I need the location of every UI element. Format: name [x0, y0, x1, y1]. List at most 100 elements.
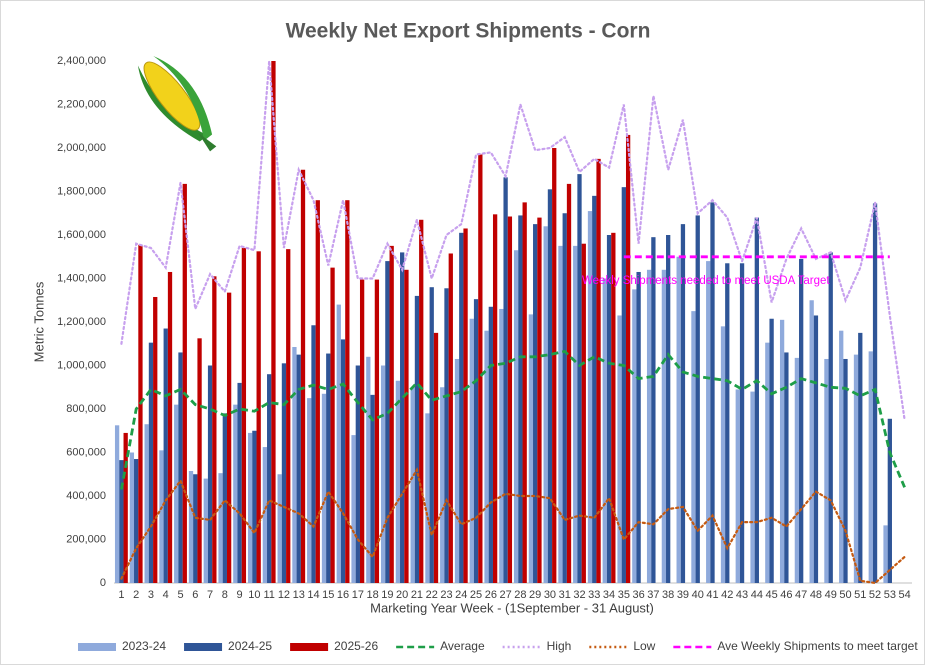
bar	[592, 195, 597, 583]
bar	[577, 174, 582, 583]
bar	[661, 269, 667, 583]
y-tick-label: 600,000	[66, 446, 106, 458]
bar	[380, 365, 386, 583]
bar	[558, 245, 563, 583]
bar	[646, 269, 652, 583]
bar	[868, 351, 873, 583]
x-tick-label: 17	[352, 589, 364, 601]
line-series	[120, 349, 906, 490]
bar	[178, 352, 183, 583]
bar	[444, 288, 449, 583]
x-tick-label: 31	[559, 589, 571, 601]
x-tick-label: 53	[884, 589, 896, 601]
bar	[153, 296, 158, 583]
x-tick-label: 3	[148, 589, 154, 601]
bar	[226, 292, 232, 583]
bar	[271, 61, 276, 583]
legend-label: 2024-25	[228, 639, 272, 653]
bar	[543, 226, 548, 584]
bar	[824, 358, 829, 583]
bar	[513, 250, 519, 583]
x-tick-label: 19	[381, 589, 393, 601]
bar	[425, 413, 430, 583]
x-tick-label: 21	[411, 589, 423, 601]
x-tick-label: 28	[514, 589, 526, 601]
y-tick-label: 800,000	[66, 403, 106, 415]
bar	[621, 187, 626, 583]
bar	[478, 154, 483, 583]
bar	[233, 404, 238, 583]
y-tick-label: 2,400,000	[57, 55, 106, 67]
bar	[454, 358, 460, 583]
x-tick-label: 47	[795, 589, 807, 601]
x-tick-label: 49	[825, 589, 837, 601]
bar	[799, 258, 804, 583]
bar	[174, 404, 179, 583]
bar	[853, 354, 859, 583]
x-tick-label: 33	[588, 589, 600, 601]
bar	[573, 245, 578, 583]
bar	[843, 358, 848, 583]
bar	[212, 276, 217, 583]
x-tick-label: 8	[222, 589, 228, 601]
y-tick-label: 0	[100, 577, 106, 589]
corn-icon	[137, 56, 217, 152]
bar	[203, 478, 208, 583]
bar	[197, 338, 202, 583]
bar	[256, 251, 261, 583]
bar	[159, 450, 164, 583]
x-tick-label: 46	[780, 589, 792, 601]
x-tick-label: 10	[248, 589, 260, 601]
bar	[735, 389, 740, 583]
bar	[739, 263, 745, 583]
bar	[262, 447, 268, 583]
x-tick-label: 2	[133, 589, 139, 601]
bar	[625, 134, 631, 583]
x-tick-label: 7	[207, 589, 213, 601]
bar	[883, 525, 888, 583]
x-tick-label: 36	[632, 589, 644, 601]
bar	[163, 328, 168, 583]
bar	[473, 299, 479, 583]
bar	[370, 394, 375, 583]
x-tick-label: 42	[721, 589, 733, 601]
bar	[710, 202, 715, 583]
bar	[754, 217, 759, 583]
chart-title: Weekly Net Export Shipments - Corn	[286, 20, 651, 43]
bar	[666, 235, 671, 583]
y-tick-label: 1,800,000	[57, 185, 106, 197]
bar	[182, 183, 187, 583]
y-tick-label: 400,000	[66, 490, 106, 502]
x-tick-label: 13	[293, 589, 305, 601]
bar	[286, 249, 291, 583]
x-tick-label: 12	[278, 589, 290, 601]
bar	[779, 319, 785, 583]
bar	[484, 330, 489, 583]
bar	[385, 261, 390, 583]
x-tick-label: 15	[322, 589, 334, 601]
bar	[765, 342, 770, 583]
bar	[300, 169, 306, 583]
bar	[617, 315, 622, 583]
legend-label: 2025-26	[334, 639, 378, 653]
x-tick-label: 9	[237, 589, 243, 601]
bar	[651, 237, 656, 584]
y-tick-label: 1,600,000	[57, 229, 106, 241]
bar	[611, 232, 616, 583]
bar	[321, 393, 327, 583]
y-axis-title: Metric Tonnes	[31, 281, 46, 362]
bar	[307, 398, 312, 583]
x-tick-label: 5	[177, 589, 183, 601]
x-tick-label: 14	[307, 589, 319, 601]
bar	[144, 424, 149, 583]
x-tick-label: 50	[839, 589, 851, 601]
bar	[636, 271, 641, 583]
legend-label: 2023-24	[122, 639, 166, 653]
legend-label: Low	[633, 639, 655, 653]
bar	[241, 248, 247, 584]
x-tick-label: 6	[192, 589, 198, 601]
bar	[562, 213, 567, 583]
x-tick-label: 22	[426, 589, 438, 601]
bar	[507, 216, 513, 583]
